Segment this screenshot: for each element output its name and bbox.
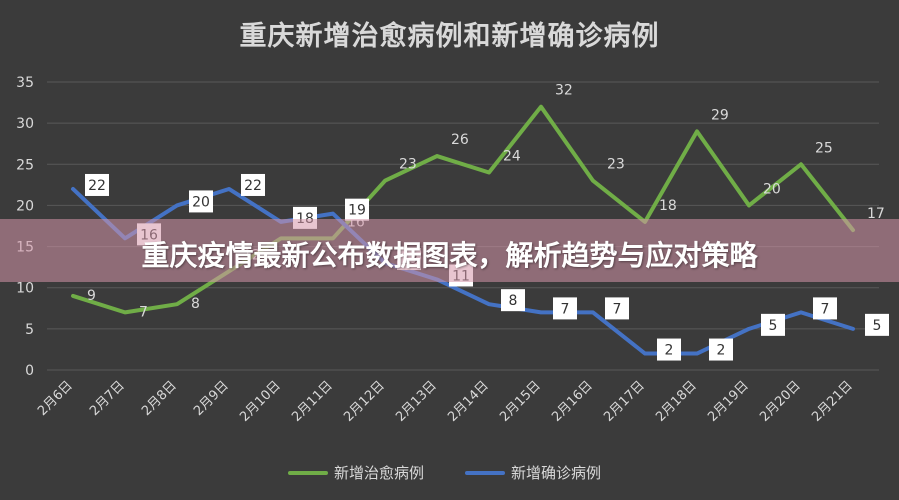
data-label: 22: [244, 178, 262, 194]
x-tick-label: 2月10日: [237, 378, 284, 425]
data-label: 2: [665, 343, 674, 359]
y-tick-label: 30: [16, 116, 34, 132]
overlay-banner: [0, 219, 899, 282]
y-tick-label: 20: [16, 198, 34, 214]
data-label: 20: [192, 194, 210, 210]
x-tick-label: 2月20日: [757, 378, 804, 425]
data-label-box: [605, 297, 629, 320]
legend-swatch-confirmed: [465, 470, 505, 475]
chart-title: 重庆新增治愈病例和新增确诊病例: [239, 21, 660, 52]
data-label: 32: [555, 83, 573, 99]
data-label-box: [865, 313, 889, 336]
data-label: 17: [867, 206, 885, 222]
data-label: 2: [717, 343, 726, 359]
data-label-box: [189, 190, 213, 213]
data-label: 24: [503, 149, 521, 165]
data-label: 5: [873, 318, 882, 334]
data-label-box: [85, 173, 109, 196]
legend-label-recovered: 新增治愈病例: [334, 464, 425, 482]
data-label-box: [241, 173, 265, 196]
x-tick-label: 2月6日: [35, 378, 76, 419]
x-tick-label: 2月13日: [393, 378, 440, 425]
y-tick-label: 10: [16, 281, 34, 297]
data-label: 25: [815, 140, 833, 156]
data-label: 7: [139, 304, 148, 320]
y-tick-label: 25: [16, 157, 34, 173]
data-label-box: [813, 297, 837, 320]
y-tick-label: 5: [25, 322, 34, 338]
y-tick-label: 0: [25, 363, 34, 379]
x-tick-label: 2月17日: [601, 378, 648, 425]
data-label: 22: [88, 178, 106, 194]
data-label-box: [345, 198, 369, 221]
data-label: 29: [711, 107, 729, 123]
x-tick-label: 2月18日: [653, 378, 700, 425]
data-label: 26: [451, 132, 469, 148]
x-tick-label: 2月8日: [139, 378, 180, 419]
legend-label-confirmed: 新增确诊病例: [511, 464, 602, 482]
data-label: 7: [613, 301, 622, 317]
x-tick-label: 2月15日: [497, 378, 544, 425]
data-label: 8: [191, 296, 200, 312]
x-tick-label: 2月21日: [809, 378, 856, 425]
x-tick-label: 2月19日: [705, 378, 752, 425]
legend-item-confirmed: 新增确诊病例: [465, 462, 601, 483]
data-label-box: [553, 297, 577, 320]
banner-text: 重庆疫情最新公布数据图表，解析趋势与应对策略: [141, 239, 758, 272]
data-label: 9: [87, 288, 96, 304]
x-tick-label: 2月12日: [341, 378, 388, 425]
x-tick-label: 2月14日: [445, 378, 492, 425]
data-label-box: [761, 313, 785, 336]
legend-swatch-recovered: [288, 470, 328, 475]
data-label-box: [501, 289, 525, 312]
data-label: 8: [509, 293, 518, 309]
data-label: 20: [763, 181, 781, 197]
x-tick-label: 2月9日: [191, 378, 232, 419]
data-label: 19: [348, 203, 366, 219]
data-label-box: [709, 338, 733, 361]
data-label: 7: [821, 301, 830, 317]
data-label: 18: [659, 198, 677, 214]
data-label: 23: [607, 157, 625, 173]
x-tick-label: 2月16日: [549, 378, 596, 425]
data-label: 5: [769, 318, 778, 334]
y-tick-label: 35: [16, 75, 34, 91]
legend-item-recovered: 新增治愈病例: [288, 462, 424, 483]
x-tick-label: 2月11日: [289, 378, 336, 425]
series-line: [71, 104, 855, 315]
data-label-box: [657, 338, 681, 361]
data-label: 23: [399, 157, 417, 173]
data-label: 7: [561, 301, 570, 317]
x-tick-label: 2月7日: [87, 378, 128, 419]
